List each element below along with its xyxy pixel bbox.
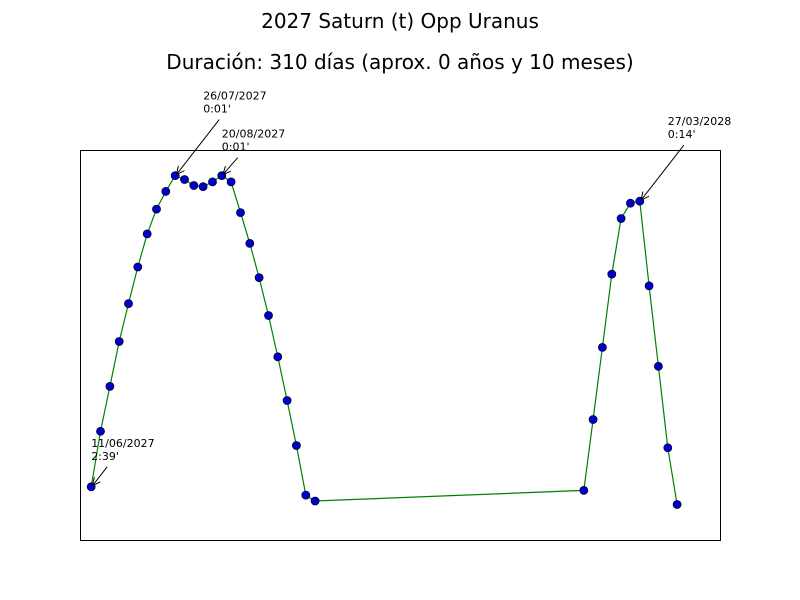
chart-title: 2027 Saturn (t) Opp Uranus	[261, 9, 539, 33]
data-point-4	[124, 299, 133, 309]
annotation-arrow-0	[93, 466, 108, 485]
data-point-34	[663, 443, 673, 453]
annotation-arrow-1	[177, 119, 220, 174]
annotation-date-0: 11/06/2027	[91, 437, 154, 450]
annotation-arrow-2	[224, 157, 239, 174]
data-point-18	[254, 273, 264, 283]
data-point-33	[654, 361, 663, 371]
plot-area-frame	[80, 150, 721, 541]
data-point-17	[245, 238, 255, 248]
data-point-30	[626, 198, 635, 208]
annotation-date-2: 20/08/2027	[222, 128, 285, 141]
data-point-10	[180, 175, 189, 184]
annotation-arrow-3	[642, 144, 685, 199]
series-line-group	[90, 174, 678, 505]
data-point-26	[588, 415, 598, 424]
data-point-6	[142, 229, 152, 239]
data-point-2	[105, 381, 115, 391]
data-point-16	[236, 208, 245, 218]
annotation-date-3: 27/03/2028	[668, 115, 731, 128]
data-point-28	[607, 269, 617, 279]
data-point-27	[598, 342, 607, 352]
data-point-23	[301, 490, 311, 500]
data-point-22	[291, 441, 301, 450]
data-point-29	[616, 214, 626, 223]
data-point-25	[579, 485, 589, 495]
series-line	[90, 174, 678, 505]
data-point-11	[189, 181, 199, 190]
data-point-13	[208, 177, 217, 187]
annotation-group: 11/06/20272:39'26/07/20270:01'20/08/2027…	[91, 90, 731, 485]
data-point-35	[672, 500, 682, 509]
data-point-19	[264, 311, 273, 320]
data-point-8	[161, 186, 171, 196]
data-point-5	[133, 262, 143, 272]
annotation-value-0: 2:39'	[91, 450, 119, 463]
annotation-value-1: 0:01'	[203, 103, 231, 116]
marker-group	[86, 171, 682, 509]
data-point-7	[152, 204, 161, 214]
data-point-21	[282, 396, 292, 405]
data-point-12	[198, 182, 208, 192]
data-point-3	[114, 337, 124, 346]
data-point-15	[226, 177, 236, 187]
data-point-20	[273, 352, 283, 362]
annotation-date-1: 26/07/2027	[203, 90, 266, 103]
data-point-24	[310, 496, 320, 506]
data-point-1	[96, 426, 105, 436]
data-point-32	[644, 281, 654, 291]
annotation-value-3: 0:14'	[668, 128, 696, 141]
chart-subtitle: Duración: 310 días (aprox. 0 años y 10 m…	[166, 50, 633, 74]
annotation-value-2: 0:01'	[222, 141, 250, 154]
